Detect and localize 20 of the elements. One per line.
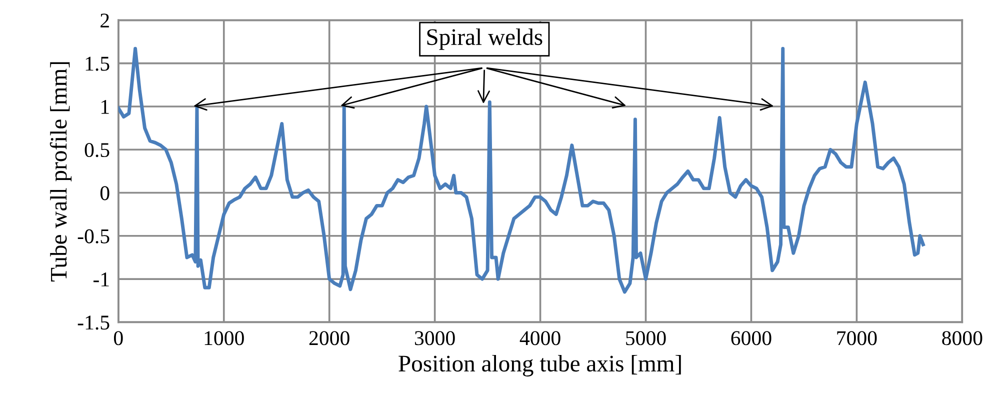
x-tick-label: 5000: [626, 331, 666, 346]
x-tick-label: 6000: [731, 331, 772, 346]
y-tick-label: -1: [93, 272, 109, 286]
x-axis-title: Position along tube axis [mm]: [398, 354, 681, 376]
x-tick-label: 4000: [520, 331, 560, 346]
annotation: Spiral welds: [427, 28, 542, 50]
y-tick-label: 1: [101, 100, 109, 114]
x-tick-label: 2000: [309, 331, 350, 346]
x-tick-label: 8000: [942, 331, 982, 346]
y-axis-title: Tube wall profile [mm]: [50, 62, 72, 282]
y-tick-label: -0.5: [78, 229, 110, 244]
x-tick-label: 3000: [414, 331, 455, 346]
y-tick-label: 0.5: [84, 142, 110, 158]
x-tick-label: 0: [114, 331, 123, 346]
y-tick-label: -1.5: [78, 316, 110, 330]
x-tick-label: 7000: [837, 331, 877, 346]
x-tick-label: 1000: [204, 331, 244, 346]
y-tick-label: 0: [100, 186, 110, 200]
y-tick-label: 1.5: [86, 56, 110, 71]
y-tick-label: 2: [100, 14, 109, 28]
